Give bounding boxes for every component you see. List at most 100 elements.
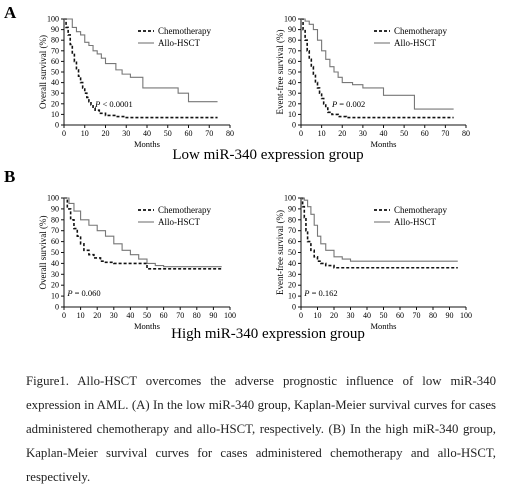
legend-label: Chemotherapy	[158, 26, 211, 36]
x-tick-label: 0	[299, 311, 303, 320]
y-tick-label: 20	[51, 99, 59, 108]
y-tick-label: 10	[51, 292, 59, 301]
x-tick-label: 60	[421, 129, 429, 138]
y-tick-label: 30	[288, 89, 296, 98]
legend-label: Chemotherapy	[394, 26, 447, 36]
y-tick-label: 30	[51, 89, 59, 98]
x-tick-label: 60	[160, 311, 168, 320]
p-value: = 0.060	[73, 288, 101, 298]
y-tick-label: 10	[51, 110, 59, 119]
x-tick-label: 80	[429, 311, 437, 320]
series-line-chemotherapy	[64, 18, 218, 119]
x-tick-label: 100	[460, 311, 472, 320]
y-tick-label: 80	[288, 36, 296, 45]
y-axis-label: Overall survival (%)	[38, 35, 48, 109]
y-tick-label: 30	[288, 270, 296, 279]
x-tick-label: 20	[102, 129, 110, 138]
x-tick-label: 10	[318, 129, 326, 138]
x-tick-label: 80	[462, 129, 470, 138]
p-value: < 0.0001	[100, 99, 132, 109]
x-tick-label: 30	[110, 311, 118, 320]
y-tick-label: 60	[288, 237, 296, 246]
y-tick-label: 0	[292, 121, 296, 130]
panel-b-label: B	[4, 167, 15, 186]
legend-label: Chemotherapy	[394, 205, 447, 215]
x-tick-label: 70	[413, 311, 421, 320]
y-tick-label: 0	[55, 121, 59, 130]
y-tick-label: 100	[284, 194, 296, 203]
legend-label: Chemotherapy	[158, 205, 211, 215]
p-value-annotation: P = 0.162	[303, 288, 337, 298]
y-tick-label: 70	[51, 46, 59, 55]
y-tick-label: 100	[47, 194, 59, 203]
x-tick-label: 50	[164, 129, 172, 138]
x-tick-label: 20	[330, 311, 338, 320]
figure-caption: Figure1. Allo-HSCT overcomes the adverse…	[26, 373, 496, 484]
x-tick-label: 80	[226, 129, 234, 138]
km-chart-3: 0 10 20 30 40 50 60 70 80 90 100010203040506070809…	[38, 194, 236, 332]
x-tick-label: 30	[359, 129, 367, 138]
x-tick-label: 10	[314, 311, 322, 320]
y-axis-label: Event-free survival (%)	[275, 30, 285, 115]
x-tick-label: 0	[62, 129, 66, 138]
x-tick-label: 40	[126, 311, 134, 320]
p-value: = 0.002	[337, 99, 365, 109]
y-tick-label: 10	[288, 110, 296, 119]
y-tick-label: 100	[284, 15, 296, 24]
x-tick-label: 50	[143, 311, 151, 320]
km-chart-2: 0 10 20 30 40 50 60 70 800102030405060708090100M…	[275, 15, 470, 150]
p-value: = 0.162	[310, 288, 338, 298]
y-tick-label: 80	[288, 215, 296, 224]
y-tick-label: 80	[51, 36, 59, 45]
p-symbol: P	[331, 99, 337, 109]
x-tick-label: 60	[396, 311, 404, 320]
y-axis-label: Overall survival (%)	[38, 216, 48, 290]
p-value-annotation: P < 0.0001	[94, 99, 133, 109]
p-symbol: P	[94, 99, 100, 109]
x-tick-label: 20	[338, 129, 346, 138]
x-tick-label: 40	[363, 311, 371, 320]
series-line-allo-hsct	[301, 18, 454, 110]
series-line-allo-hsct	[64, 197, 222, 268]
x-tick-label: 30	[347, 311, 355, 320]
x-tick-label: 100	[224, 311, 236, 320]
x-tick-label: 60	[185, 129, 193, 138]
legend-label: Allo-HSCT	[158, 38, 201, 48]
series-line-chemotherapy	[301, 197, 458, 269]
series-line-chemotherapy	[64, 197, 222, 270]
y-tick-label: 50	[288, 68, 296, 77]
x-axis-label: Months	[371, 321, 397, 331]
group-b-title: High miR-340 expression group	[171, 326, 365, 342]
legend-label: Allo-HSCT	[394, 217, 437, 227]
y-tick-label: 20	[288, 99, 296, 108]
y-tick-label: 40	[288, 78, 296, 87]
x-tick-label: 90	[209, 311, 217, 320]
y-tick-label: 40	[51, 78, 59, 87]
p-value-annotation: P = 0.002	[331, 99, 365, 109]
series-line-allo-hsct	[301, 197, 458, 262]
x-tick-label: 50	[380, 311, 388, 320]
y-tick-label: 20	[51, 281, 59, 290]
panel-a-label: A	[4, 3, 17, 22]
y-tick-label: 50	[51, 248, 59, 257]
x-tick-label: 20	[93, 311, 101, 320]
y-tick-label: 80	[51, 215, 59, 224]
group-a-title: Low miR-340 expression group	[172, 147, 363, 163]
plots: 0 10 20 30 40 50 60 70 800102030405060708090100M…	[38, 15, 472, 332]
y-tick-label: 30	[51, 270, 59, 279]
x-tick-label: 50	[400, 129, 408, 138]
y-tick-label: 10	[288, 292, 296, 301]
p-value-annotation: P = 0.060	[66, 288, 100, 298]
series-line-allo-hsct	[64, 18, 218, 103]
km-chart-4: 0 10 20 30 40 50 60 70 80 90 100010203040506070809…	[275, 194, 472, 332]
x-tick-label: 70	[441, 129, 449, 138]
legend-label: Allo-HSCT	[158, 217, 201, 227]
y-tick-label: 40	[51, 259, 59, 268]
p-symbol: P	[303, 288, 309, 298]
x-tick-label: 0	[299, 129, 303, 138]
km-chart-1: 0 10 20 30 40 50 60 70 800102030405060708090100M…	[38, 15, 234, 150]
figure: A B Low miR-340 expression group High mi…	[4, 3, 472, 342]
y-tick-label: 90	[51, 204, 59, 213]
y-tick-label: 60	[51, 57, 59, 66]
y-tick-label: 20	[288, 281, 296, 290]
